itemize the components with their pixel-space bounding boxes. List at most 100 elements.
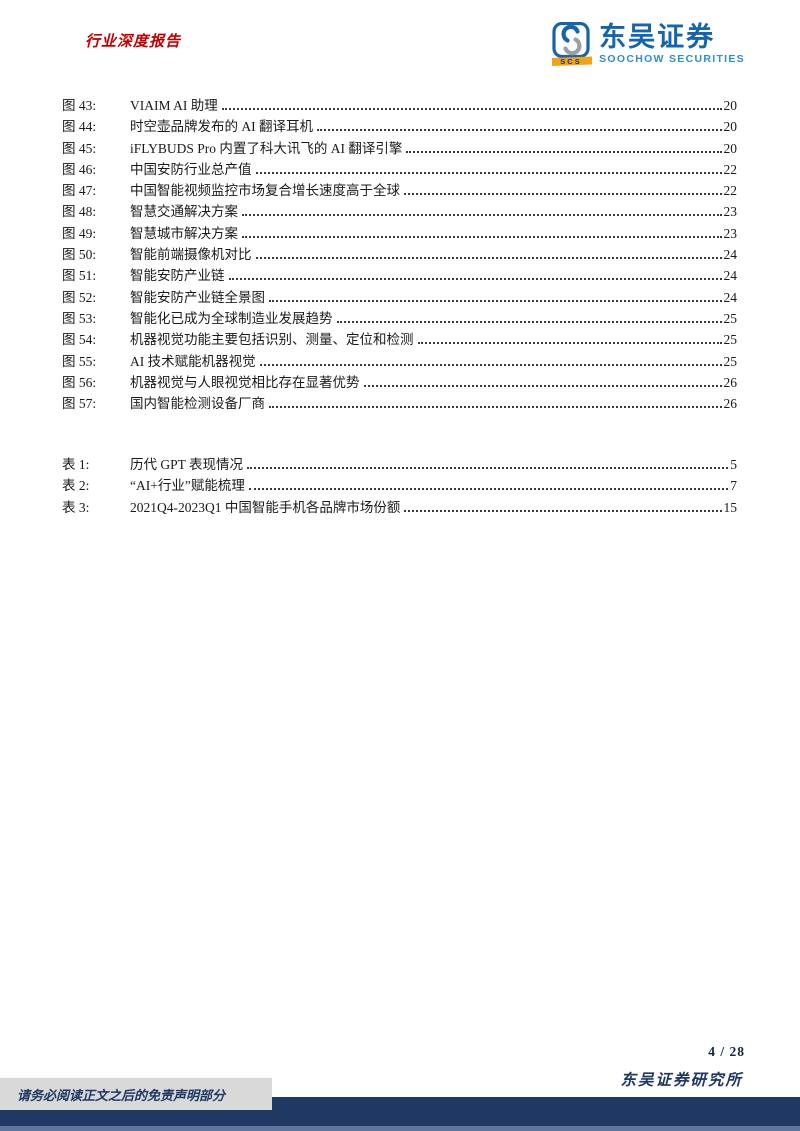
toc-leader-dots <box>404 193 722 196</box>
logo-brand-cn: 东吴证券 <box>599 22 716 52</box>
toc-figure-row: 图 53: 智能化已成为全球制造业发展趋势 25 <box>62 307 737 328</box>
toc-table-row: 表 1: 历代 GPT 表现情况 5 <box>62 453 737 474</box>
toc-leader-dots <box>317 129 722 132</box>
toc-leader-dots <box>417 342 722 345</box>
toc-entry-title: 机器视觉功能主要包括识别、测量、定位和检测 <box>130 332 414 348</box>
toc-entry-title: iFLYBUDS Pro 内置了科大讯飞的 AI 翻译引擎 <box>130 140 403 156</box>
toc-entry-title: 智能化已成为全球制造业发展趋势 <box>130 310 333 326</box>
toc-entry-label: 图 57: <box>62 396 97 412</box>
toc-entry-page: 24 <box>723 268 738 284</box>
toc-entry-label: 图 43: <box>62 98 97 113</box>
toc-entry-page: 20 <box>723 140 738 156</box>
toc-entry-title: 2021Q4-2023Q1 中国智能手机各品牌市场份额 <box>130 499 401 515</box>
toc-leader-dots <box>228 278 722 281</box>
toc-entry-label: 表 3: <box>62 499 90 515</box>
toc-figure-row: 图 43: VIAIM AI 助理 20 <box>62 94 737 115</box>
toc-entry-page: 22 <box>723 161 738 177</box>
toc-entry-page: 20 <box>723 119 738 135</box>
page-number-indicator: 4 / 28 <box>708 1044 745 1059</box>
toc-entry-label: 图 55: <box>62 353 97 369</box>
toc-leader-dots <box>247 467 729 469</box>
toc-leader-dots <box>242 214 722 217</box>
toc-entry-page: 24 <box>723 247 738 263</box>
toc-entry-title: 历代 GPT 表现情况 <box>130 457 244 472</box>
footer-bar-bottom-edge <box>0 1126 800 1131</box>
toc-entry-label: 图 49: <box>62 225 97 241</box>
toc-leader-dots <box>255 257 722 260</box>
toc-entry-label: 图 45: <box>62 140 97 156</box>
toc-entry-label: 图 50: <box>62 247 97 263</box>
toc-entry-label: 图 48: <box>62 204 97 220</box>
toc-leader-dots <box>269 406 722 409</box>
toc-leader-dots <box>269 299 722 302</box>
toc-entry-label: 图 51: <box>62 268 97 284</box>
toc-figure-row: 图 45: iFLYBUDS Pro 内置了科大讯飞的 AI 翻译引擎 20 <box>62 137 737 158</box>
toc-entry-title: 国内智能检测设备厂商 <box>130 396 265 412</box>
toc-entry-label: 图 53: <box>62 310 97 326</box>
toc-table-row: 表 3: 2021Q4-2023Q1 中国智能手机各品牌市场份额 15 <box>62 496 737 517</box>
toc-entry-title: 智慧城市解决方案 <box>130 225 238 241</box>
toc-entry-label: 图 44: <box>62 119 97 135</box>
toc-figure-row: 图 57: 国内智能检测设备厂商 26 <box>62 392 737 413</box>
toc-entry-title: “AI+行业”赋能梳理 <box>130 478 245 494</box>
toc-entry-page: 15 <box>723 499 738 515</box>
toc-entry-title: 智能前端摄像机对比 <box>130 247 252 263</box>
toc-figure-row: 图 48: 智慧交通解决方案 23 <box>62 200 737 221</box>
toc-entry-page: 22 <box>723 183 738 199</box>
toc-entry-label: 图 47: <box>62 183 97 199</box>
toc-figure-row: 图 56: 机器视觉与人眼视觉相比存在显著优势 26 <box>62 371 737 392</box>
toc-leader-dots <box>259 363 722 366</box>
toc-entry-page: 20 <box>723 98 738 113</box>
toc-entry-page: 23 <box>723 204 738 220</box>
toc-entry-label: 图 52: <box>62 289 97 305</box>
logo-wordmark: 东吴证券 SOOCHOW SECURITIES <box>599 22 745 65</box>
toc-entry-page: 25 <box>723 332 738 348</box>
toc-tables-list: 表 1: 历代 GPT 表现情况 5 表 2: “AI+行业”赋能梳理 7 表 … <box>62 453 737 517</box>
toc-figure-row: 图 52: 智能安防产业链全景图 24 <box>62 286 737 307</box>
toc-entry-label: 图 54: <box>62 332 97 348</box>
toc-entry-title: 中国智能视频监控市场复合增长速度高于全球 <box>130 183 400 199</box>
toc-figure-row: 图 49: 智慧城市解决方案 23 <box>62 222 737 243</box>
toc-figure-row: 图 54: 机器视觉功能主要包括识别、测量、定位和检测 25 <box>62 328 737 349</box>
toc-entry-title: 智慧交通解决方案 <box>130 204 238 220</box>
toc-figure-row: 图 50: 智能前端摄像机对比 24 <box>62 243 737 264</box>
logo-brand-en: SOOCHOW SECURITIES <box>599 53 745 65</box>
toc-entry-page: 7 <box>730 478 737 494</box>
toc-entry-page: 25 <box>723 310 738 326</box>
toc-figure-row: 图 47: 中国智能视频监控市场复合增长速度高于全球 22 <box>62 179 737 200</box>
toc-entry-page: 26 <box>723 396 738 412</box>
toc-figure-row: 图 46: 中国安防行业总产值 22 <box>62 158 737 179</box>
toc-entry-label: 表 2: <box>62 478 90 494</box>
toc-leader-dots <box>248 488 729 491</box>
toc-entry-title: 时空壶品牌发布的 AI 翻译耳机 <box>130 119 313 135</box>
toc-entry-title: AI 技术赋能机器视觉 <box>130 353 256 369</box>
toc-entry-page: 25 <box>723 353 738 369</box>
toc-leader-dots <box>221 108 722 110</box>
disclaimer-box: 请务必阅读正文之后的免责声明部分 <box>0 1078 272 1110</box>
report-type-label: 行业深度报告 <box>85 34 182 50</box>
toc-figure-row: 图 55: AI 技术赋能机器视觉 25 <box>62 350 737 371</box>
toc-entry-title: VIAIM AI 助理 <box>130 98 218 113</box>
toc-leader-dots <box>336 320 722 323</box>
toc-entry-title: 智能安防产业链 <box>130 268 225 284</box>
toc-entry-label: 图 56: <box>62 374 97 390</box>
toc-entry-page: 23 <box>723 225 738 241</box>
toc-entry-page: 26 <box>723 374 738 390</box>
toc-leader-dots <box>404 509 722 512</box>
soochow-securities-logo: SCS 东吴证券 SOOCHOW SECURITIES <box>552 22 745 66</box>
toc-figure-row: 图 51: 智能安防产业链 24 <box>62 264 737 285</box>
toc-entry-title: 中国安防行业总产值 <box>130 161 252 177</box>
toc-entry-label: 图 46: <box>62 161 97 177</box>
logo-badge-text: SCS <box>560 57 581 66</box>
toc-leader-dots <box>242 235 722 238</box>
toc-leader-dots <box>255 171 722 174</box>
soochow-logo-icon: SCS <box>552 22 593 66</box>
toc-figure-row: 图 44: 时空壶品牌发布的 AI 翻译耳机 20 <box>62 115 737 136</box>
disclaimer-text: 请务必阅读正文之后的免责声明部分 <box>17 1087 226 1103</box>
toc-figures-list: 图 43: VIAIM AI 助理 20 图 44: 时空壶品牌发布的 AI 翻… <box>62 94 737 413</box>
toc-entry-title: 机器视觉与人眼视觉相比存在显著优势 <box>130 374 360 390</box>
toc-leader-dots <box>363 384 722 387</box>
toc-entry-title: 智能安防产业链全景图 <box>130 289 265 305</box>
toc-entry-label: 表 1: <box>62 457 90 472</box>
